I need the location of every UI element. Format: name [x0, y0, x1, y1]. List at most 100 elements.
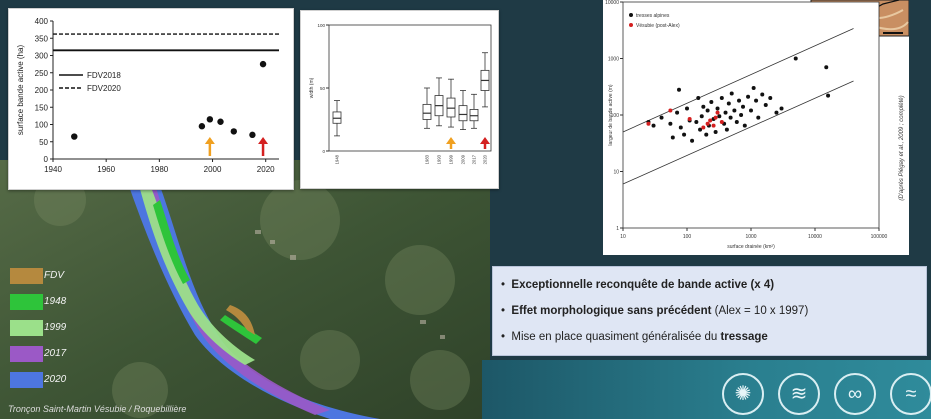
aerial-photo [0, 160, 490, 419]
c3-series0-point-2 [659, 115, 664, 120]
c3-ytick-label-0: 1 [616, 226, 619, 232]
c3-series0-point-7 [678, 125, 683, 130]
fish-icon: ∞ [834, 373, 876, 415]
c3-xtick-label-1: 100 [683, 234, 692, 240]
c1-ytick-label-0: 0 [44, 155, 49, 164]
chart-3-svg: A 11010010001000010100100010000100000sur… [605, 0, 910, 250]
c3-legend-swatch-0 [629, 13, 633, 17]
c3-series0-point-3 [668, 121, 673, 126]
c3-series0-point-33 [734, 120, 739, 125]
c3-series0-point-38 [746, 94, 751, 99]
chart-2-svg: 0 50 100 width (m) 1948 1983 1993 1999 2009 2017 2… [309, 23, 492, 164]
c3-series0-point-39 [749, 108, 753, 113]
legend-label-2017: 2017 [44, 348, 67, 359]
c1-xtick-label-4: 2020 [257, 165, 275, 174]
photo-caption: Tronçon Saint-Martin Vésubie / Roquebill… [8, 404, 187, 414]
wave-icon: ≋ [778, 373, 820, 415]
c1-ytick-label-8: 400 [35, 17, 49, 26]
c2-ytick-label-0: 0 [322, 149, 325, 154]
c3-series1-point-3 [701, 125, 706, 130]
c2-arrow-1-head [480, 137, 490, 144]
c3-series0-point-48 [793, 56, 798, 61]
c1-ytick-label-2: 100 [35, 121, 49, 130]
c3-series0-point-47 [779, 106, 784, 111]
c3-series0-point-5 [675, 110, 680, 115]
c2-ytick-label-1: 50 [320, 86, 326, 91]
c3-series0-point-50 [826, 93, 831, 98]
c2-y-axis-title: width (m) [309, 77, 315, 98]
c3-series0-point-34 [737, 98, 742, 103]
c2-xtick-label-1999: 1999 [449, 154, 454, 164]
c3-series0-point-28 [724, 127, 729, 132]
c3-ytick-label-2: 100 [611, 113, 620, 119]
c1-legend-label-FDV2020: FDV2020 [87, 84, 121, 93]
c3-series0-point-24 [717, 114, 722, 119]
c3-series0-point-4 [670, 135, 675, 140]
hands-icon: ≈ [890, 373, 931, 415]
c1-arrow-0-head [204, 137, 215, 144]
c3-y-axis-title: largeur de bande active (m) [608, 84, 614, 145]
c3-series0-point-25 [719, 95, 724, 100]
c3-series1-point-5 [708, 118, 713, 123]
finding-3: • Mise en place quasiment généralisée du… [501, 331, 768, 343]
c2-box-2017 [469, 109, 479, 122]
c3-legend-swatch-1 [629, 23, 633, 27]
c3-x-axis-title: surface drainée (km²) [727, 244, 775, 250]
c3-xtick-label-4: 100000 [871, 234, 888, 240]
finding-1: • Exceptionnelle reconquête de bande act… [501, 279, 775, 291]
c1-ytick-label-5: 250 [35, 69, 49, 78]
c3-ytick-label-3: 1000 [608, 57, 619, 63]
c3-xtick-label-0: 10 [620, 234, 626, 240]
legend-label-2020: 2020 [44, 374, 67, 385]
c1-ytick-label-3: 150 [35, 103, 49, 112]
c3-series0-point-17 [704, 132, 709, 137]
c2-xtick-label-2017: 2017 [472, 154, 477, 164]
c2-frame [328, 24, 492, 152]
legend-swatch-1999 [10, 320, 43, 336]
c3-series0-point-6 [677, 87, 682, 92]
chart-active-band-area: 0 50 100 150 200 250 300 350 400 1940 1960 1980 2000… [8, 8, 294, 190]
c3-series1-point-6 [711, 123, 716, 128]
c3-series0-point-23 [715, 106, 720, 111]
c3-envelope-line-1 [622, 80, 854, 185]
c3-envelope-line-0 [622, 28, 854, 133]
legend-swatch-fdv [10, 268, 43, 284]
c3-series1-point-1 [668, 108, 673, 113]
source-credit-text: (D'après Piégay et al., 2009 ; complété) [899, 95, 905, 201]
c3-series0-point-35 [739, 113, 744, 117]
c1-xtick-label-2: 1980 [150, 165, 168, 174]
legend-label-fdv: FDV [44, 270, 64, 281]
c1-y-axis-title: surface bande active (ha) [16, 45, 25, 136]
c3-series0-point-12 [694, 120, 699, 125]
c1-xtick-label-1: 1960 [97, 165, 115, 174]
c3-legend-label-1: Vésubie (post-Alex) [636, 23, 680, 29]
c2-ytick-label-2: 100 [317, 23, 325, 28]
c1-point-1 [198, 123, 206, 130]
c3-series0-point-43 [760, 92, 765, 97]
key-findings: • Exceptionnelle reconquête de bande act… [492, 266, 927, 356]
c3-series0-point-18 [705, 108, 710, 113]
c1-point-2 [206, 116, 214, 123]
source-credit: (D'après Piégay et al., 2009 ; complété) [895, 58, 909, 238]
legend-swatch-2017 [10, 346, 43, 362]
c3-series0-point-14 [698, 127, 703, 132]
chart-width-vs-drainage: A 11010010001000010100100010000100000sur… [603, 0, 910, 255]
c1-point-4 [230, 128, 237, 135]
c3-series0-point-31 [729, 91, 734, 96]
c2-xtick-label-2009: 2009 [461, 154, 466, 164]
c3-series1-point-2 [687, 116, 692, 121]
c3-series1-point-7 [713, 115, 718, 120]
c3-series0-point-46 [774, 110, 779, 115]
c2-xtick-label-1948: 1948 [335, 154, 340, 164]
c1-ytick-label-6: 300 [35, 52, 49, 61]
c1-ytick-label-4: 200 [35, 86, 49, 95]
c1-ytick-label-1: 50 [39, 138, 48, 147]
c1-point-5 [249, 131, 256, 139]
c2-xtick-label-1983: 1983 [425, 154, 430, 164]
legend-label-1948: 1948 [44, 296, 67, 307]
c3-series0-point-30 [728, 115, 733, 120]
c3-series1-point-4 [705, 121, 710, 126]
c1-point-6 [259, 60, 267, 68]
legend-swatch-1948 [10, 294, 43, 310]
c3-series0-point-37 [742, 123, 747, 128]
